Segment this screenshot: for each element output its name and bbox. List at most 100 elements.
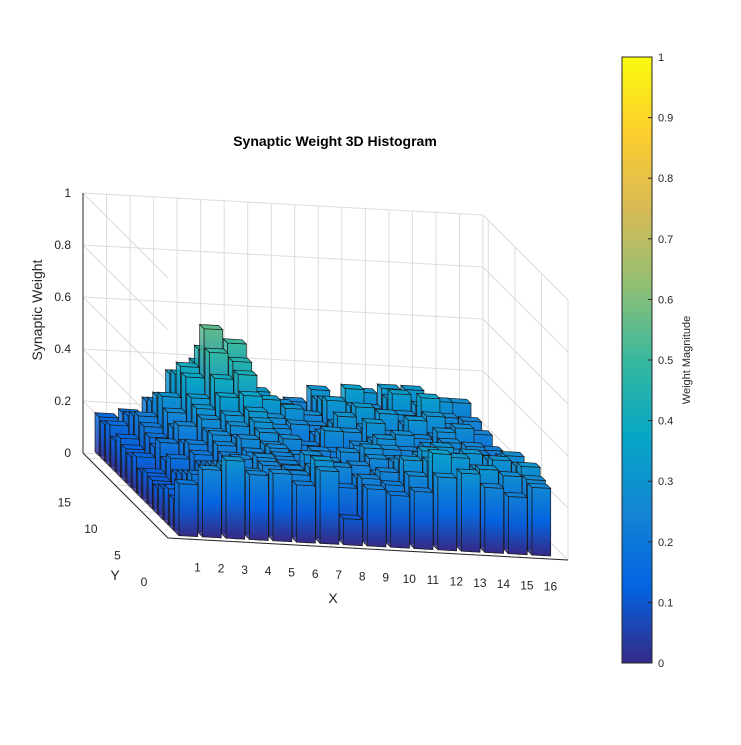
bar-top-face (220, 410, 245, 417)
bar-side-face (110, 435, 116, 473)
bar-front-face (178, 483, 199, 537)
x-tick-label: 2 (218, 562, 225, 576)
x-tick-label: 7 (335, 568, 342, 582)
bar-top-face (291, 480, 317, 487)
bar-top-face (503, 491, 529, 498)
bar-top-face (280, 464, 306, 471)
bar-side-face (169, 493, 174, 532)
bar-top-face (220, 455, 246, 462)
bar-side-face (174, 478, 180, 537)
grid-line-z (82, 296, 569, 405)
bar-front-face (319, 470, 340, 545)
colorbar-tick-label: 0 (658, 658, 664, 670)
x-tick-label: 3 (241, 563, 248, 577)
bar (291, 479, 317, 544)
bar-top-face (275, 459, 301, 466)
bar-top-face (319, 426, 345, 433)
x-tick-label: 10 (403, 572, 417, 586)
bar-side-face (121, 443, 127, 484)
bar-top-face (306, 445, 332, 452)
bar-top-face (361, 484, 387, 491)
bar-top-face (374, 467, 400, 473)
bar-top-face (356, 473, 382, 480)
bar-top-face (154, 437, 180, 444)
bar-top-face (309, 455, 335, 462)
bar-top-face (131, 451, 157, 459)
bar-top-face (364, 453, 390, 460)
bar-top-face (361, 418, 387, 425)
grid-line-left-z (82, 244, 169, 331)
bar-side-face (291, 479, 297, 543)
bar (244, 469, 270, 541)
chart-title: Synaptic Weight 3D Histogram (233, 133, 437, 149)
x-tick-label: 8 (359, 569, 366, 583)
bar-side-face (527, 482, 533, 556)
bar-top-face (115, 433, 141, 440)
bar-top-face (236, 433, 261, 441)
y-tick-label: 5 (114, 548, 121, 562)
bar-top-face (197, 464, 223, 471)
bar-top-face (238, 390, 264, 397)
bar-top-face (500, 451, 525, 458)
axis-lines (82, 193, 569, 561)
colorbar-tick-label: 0.3 (658, 476, 673, 488)
x-tick-label: 1 (194, 560, 201, 574)
bar-top-face (340, 383, 365, 390)
bar-top-face (214, 392, 240, 399)
bar-top-face (157, 391, 182, 398)
bar-side-face (94, 411, 100, 457)
bar-top-face (479, 482, 505, 489)
bar-top-face (277, 433, 303, 440)
bar-top-face (429, 441, 455, 448)
bar (197, 464, 223, 539)
tick-labels: 1 2 3 4 5 6 7 8 9 10 11 12 13 14 15 1605101500.20.40.60… (54, 186, 557, 594)
bar-top-face (204, 347, 229, 354)
bar-side-face (268, 468, 274, 542)
bar (338, 513, 364, 547)
bar-side-face (142, 467, 148, 505)
bar (409, 486, 434, 550)
bar-top-face (400, 384, 425, 392)
bar-top-face (385, 490, 411, 497)
z-tick-label: 0.4 (54, 342, 71, 356)
bar (361, 483, 387, 548)
colorbar-label: Weight Magnitude (681, 316, 693, 404)
bar-side-face (115, 433, 121, 479)
bar-front-face (225, 459, 246, 540)
bar (503, 491, 529, 556)
bar-top-face (374, 408, 399, 415)
colorbar-tick-label: 0.6 (658, 294, 673, 306)
colorbar-gradient (621, 56, 653, 664)
bar (479, 482, 505, 554)
x-axis-label: X (328, 590, 338, 606)
bar-top-face (207, 429, 233, 437)
x-tick-label: 11 (427, 573, 440, 587)
bar (220, 455, 246, 540)
x-tick-label: 16 (544, 580, 558, 594)
bar-top-face (521, 474, 547, 481)
bar-front-face (296, 484, 316, 544)
bar-top-face (243, 406, 269, 413)
bar (315, 465, 340, 545)
bar-top-face (196, 414, 222, 421)
bar-top-face (138, 421, 164, 428)
bar-top-face (227, 356, 253, 363)
bar-front-face (366, 488, 387, 548)
bar-top-face (147, 475, 173, 482)
bar-top-face (335, 447, 361, 454)
bar-top-face (398, 455, 424, 462)
z-axis-label: Synaptic Weight (29, 259, 45, 360)
bar-side-face (315, 465, 321, 545)
bar-top-face (474, 464, 500, 471)
bar-top-face (371, 433, 397, 441)
z-tick-label: 0.6 (54, 290, 71, 304)
bar-side-face (480, 482, 486, 554)
bar-front-face (249, 474, 269, 541)
bar-front-face (531, 487, 552, 557)
bar-side-face (105, 419, 111, 468)
bar-top-face (241, 447, 267, 454)
bar-top-face (248, 416, 274, 423)
bar-top-face (350, 402, 376, 409)
colorbar-tick-label: 0.4 (658, 416, 673, 428)
x-tick-label: 5 (288, 565, 295, 579)
